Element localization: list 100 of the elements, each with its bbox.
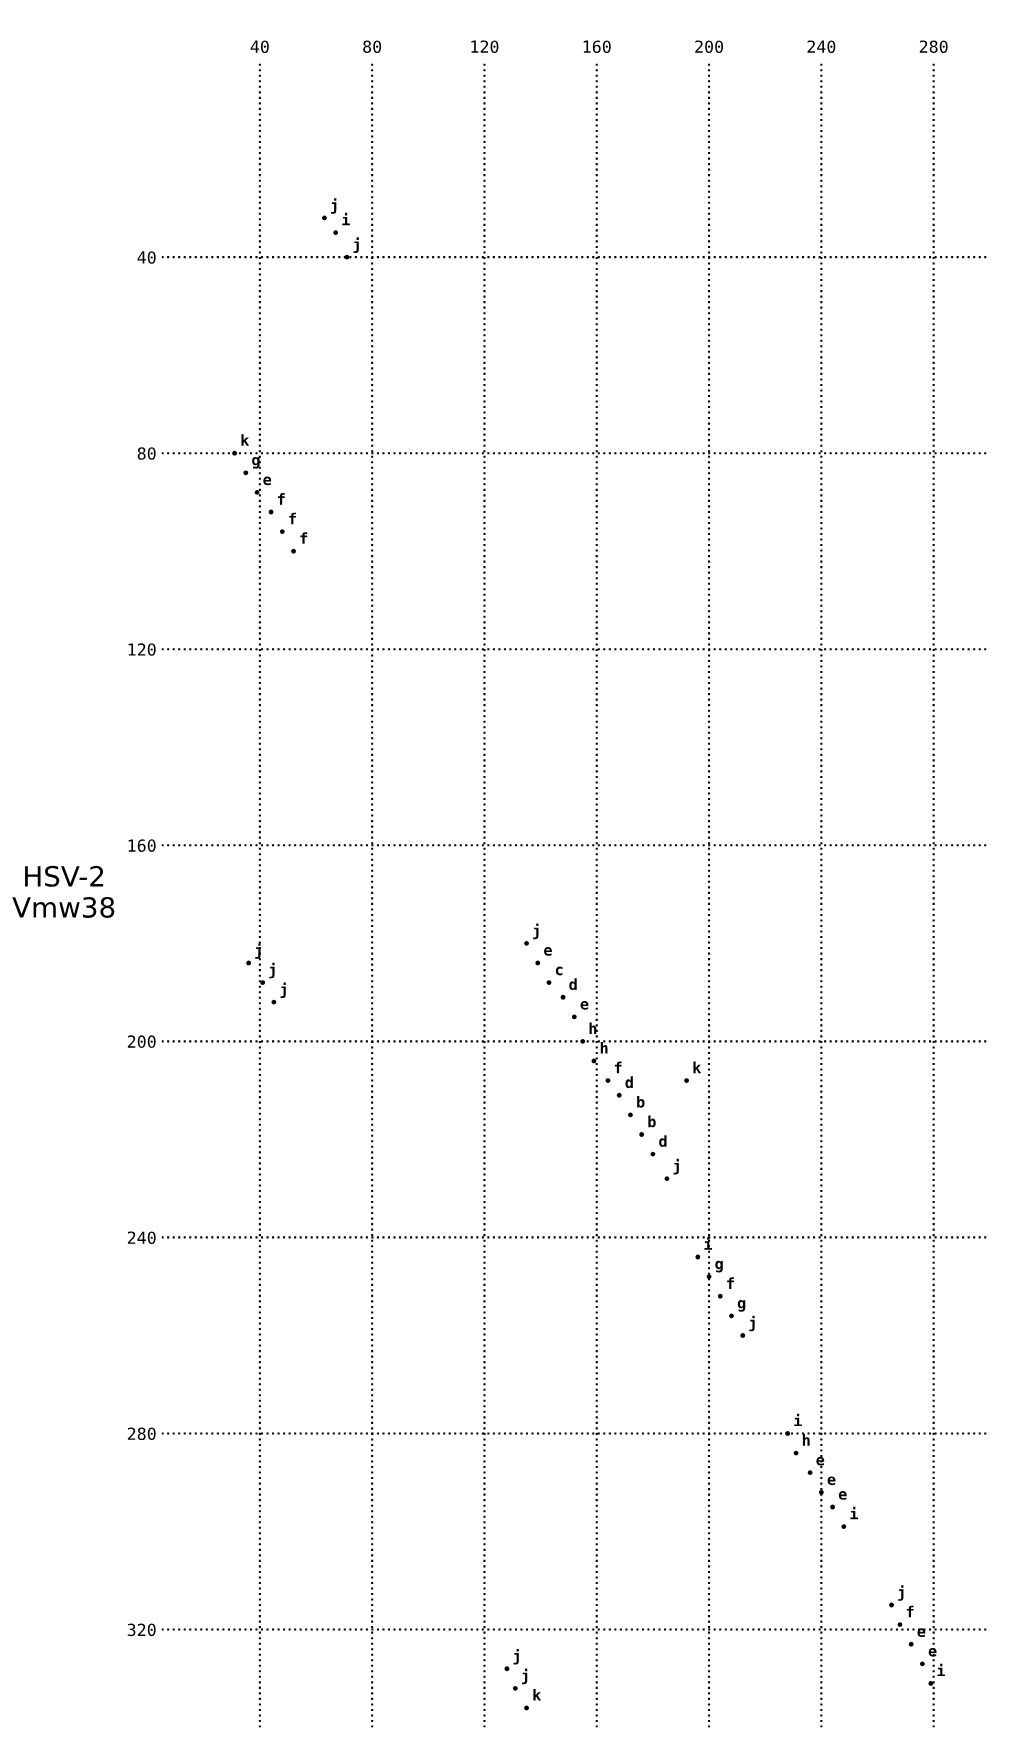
data-label: j (513, 1648, 519, 1665)
y-tick-label: 280 (127, 1427, 156, 1441)
point (524, 1705, 529, 1711)
data-label: j (533, 923, 539, 940)
point (908, 1641, 914, 1647)
point (243, 470, 249, 476)
y-tick-label: 40 (137, 251, 156, 264)
y-tick-label: 120 (128, 643, 156, 656)
data-label: f (727, 1277, 734, 1289)
point (254, 490, 260, 495)
data-label: k (241, 434, 250, 446)
data-label: f (614, 1061, 622, 1074)
data-label: h (802, 1434, 810, 1446)
data-label: g (252, 456, 260, 469)
point (535, 960, 541, 966)
point (706, 1274, 712, 1280)
data-label: i (850, 1506, 859, 1520)
point (580, 1038, 586, 1044)
x-tick-label: 200 (695, 40, 724, 53)
point (841, 1524, 847, 1529)
point (268, 509, 274, 515)
point (232, 450, 237, 456)
data-label: i (342, 212, 350, 226)
point (591, 1058, 597, 1064)
point (639, 1132, 645, 1137)
point (920, 1661, 925, 1667)
point (605, 1078, 611, 1083)
data-label: e (827, 1476, 836, 1486)
data-label: j (269, 962, 275, 979)
point (928, 1681, 934, 1686)
point (291, 548, 296, 554)
data-label: h (589, 1022, 597, 1035)
y-tick-label: 80 (137, 447, 156, 460)
point (650, 1151, 656, 1157)
point (322, 215, 327, 221)
data-label: e (838, 1491, 847, 1500)
data-label: k (533, 1688, 542, 1701)
data-label: e (580, 1000, 589, 1010)
point (897, 1622, 903, 1628)
x-tick-label: 80 (363, 40, 382, 53)
data-label: k (693, 1061, 702, 1074)
data-label: g (737, 1299, 746, 1312)
x-tick-label: 40 (250, 40, 269, 53)
data-label: b (637, 1095, 645, 1108)
x-tick-label: 280 (919, 40, 948, 53)
point (740, 1333, 746, 1338)
point (807, 1470, 813, 1476)
point (524, 940, 529, 946)
x-tick-label: 160 (583, 40, 611, 53)
point (628, 1112, 633, 1118)
point (664, 1176, 670, 1181)
x-tick-label: 120 (471, 40, 499, 53)
y-tick-label: 200 (127, 1035, 156, 1048)
point (684, 1078, 689, 1083)
point (785, 1431, 791, 1436)
point (729, 1313, 734, 1319)
data-label: i (937, 1663, 946, 1677)
data-label: f (289, 512, 296, 525)
point (246, 960, 252, 966)
x-tick-label: 240 (807, 40, 836, 53)
data-label: e (263, 476, 272, 486)
data-label: e (544, 947, 552, 956)
point (717, 1293, 723, 1299)
point (279, 529, 285, 535)
point (560, 994, 566, 1000)
y-tick-label: 160 (128, 839, 156, 852)
data-label: d (569, 978, 577, 991)
data-label: d (625, 1076, 633, 1089)
y-axis-title: HSV-2 Vmw38 (12, 865, 115, 918)
data-label: f (906, 1605, 914, 1618)
point (260, 980, 266, 985)
data-label: c (555, 966, 563, 976)
point (571, 1014, 577, 1020)
point (889, 1602, 894, 1608)
data-label: j (898, 1585, 904, 1601)
data-label: j (353, 237, 359, 253)
point (830, 1504, 835, 1510)
data-label: b (648, 1115, 656, 1128)
point (616, 1092, 622, 1098)
data-label: j (280, 982, 286, 998)
data-label: j (673, 1158, 679, 1175)
data-label: e (917, 1628, 926, 1638)
point (512, 1685, 518, 1691)
point (793, 1450, 799, 1456)
y-tick-label: 240 (127, 1231, 156, 1245)
data-label: j (749, 1315, 755, 1332)
data-label: f (300, 532, 308, 544)
point (271, 999, 277, 1005)
data-label: i (794, 1413, 802, 1427)
point (546, 980, 552, 985)
data-label: j (331, 198, 337, 214)
point (695, 1254, 701, 1260)
point (504, 1666, 510, 1672)
data-label: i (704, 1237, 713, 1250)
point (344, 254, 350, 260)
data-label: f (277, 493, 285, 505)
data-label: e (816, 1456, 825, 1466)
data-label: h (600, 1042, 608, 1054)
data-label: j (521, 1668, 528, 1685)
data-label: e (928, 1647, 937, 1657)
